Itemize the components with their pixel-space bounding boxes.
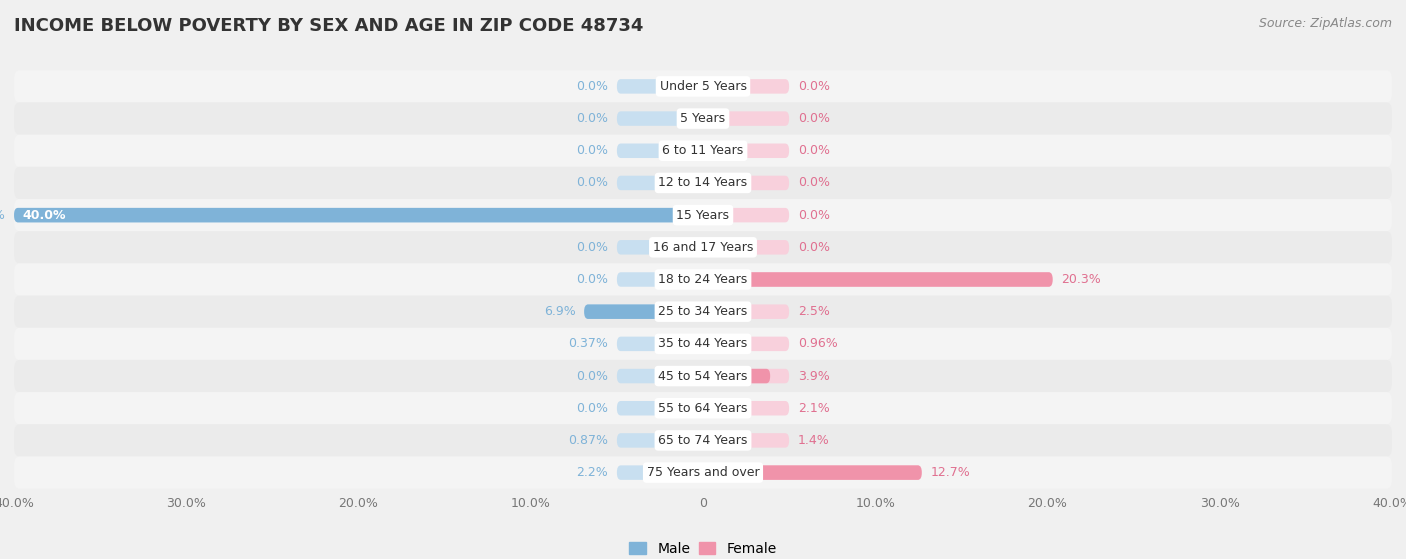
Text: 0.37%: 0.37% — [568, 338, 609, 350]
FancyBboxPatch shape — [14, 263, 1392, 296]
Text: 2.2%: 2.2% — [576, 466, 609, 479]
Text: 6 to 11 Years: 6 to 11 Years — [662, 144, 744, 157]
Text: 0.0%: 0.0% — [797, 112, 830, 125]
Text: 0.87%: 0.87% — [568, 434, 609, 447]
Text: 0.0%: 0.0% — [576, 112, 609, 125]
FancyBboxPatch shape — [14, 208, 703, 222]
FancyBboxPatch shape — [617, 272, 703, 287]
Text: 0.0%: 0.0% — [576, 80, 609, 93]
Text: 18 to 24 Years: 18 to 24 Years — [658, 273, 748, 286]
FancyBboxPatch shape — [617, 144, 703, 158]
FancyBboxPatch shape — [703, 433, 789, 448]
FancyBboxPatch shape — [703, 305, 789, 319]
Text: 15 Years: 15 Years — [676, 209, 730, 221]
Text: 2.5%: 2.5% — [797, 305, 830, 318]
Text: 40.0%: 40.0% — [22, 209, 66, 221]
Text: 0.0%: 0.0% — [576, 144, 609, 157]
FancyBboxPatch shape — [617, 465, 703, 480]
FancyBboxPatch shape — [14, 208, 703, 222]
FancyBboxPatch shape — [14, 70, 1392, 102]
Text: 0.0%: 0.0% — [576, 402, 609, 415]
FancyBboxPatch shape — [583, 305, 703, 319]
Text: 0.0%: 0.0% — [576, 241, 609, 254]
Text: 0.0%: 0.0% — [797, 209, 830, 221]
Text: 75 Years and over: 75 Years and over — [647, 466, 759, 479]
FancyBboxPatch shape — [703, 433, 727, 448]
FancyBboxPatch shape — [703, 401, 740, 415]
FancyBboxPatch shape — [703, 272, 1053, 287]
FancyBboxPatch shape — [703, 144, 789, 158]
FancyBboxPatch shape — [14, 135, 1392, 167]
FancyBboxPatch shape — [14, 457, 1392, 489]
Text: 40.0%: 40.0% — [0, 209, 6, 221]
FancyBboxPatch shape — [14, 199, 1392, 231]
FancyBboxPatch shape — [14, 102, 1392, 135]
FancyBboxPatch shape — [665, 465, 703, 480]
Text: 0.96%: 0.96% — [797, 338, 838, 350]
FancyBboxPatch shape — [703, 369, 789, 383]
FancyBboxPatch shape — [703, 208, 789, 222]
Text: Under 5 Years: Under 5 Years — [659, 80, 747, 93]
Text: 55 to 64 Years: 55 to 64 Years — [658, 402, 748, 415]
FancyBboxPatch shape — [14, 296, 1392, 328]
FancyBboxPatch shape — [703, 176, 789, 190]
Text: 12 to 14 Years: 12 to 14 Years — [658, 177, 748, 190]
FancyBboxPatch shape — [703, 272, 1053, 287]
Text: 0.0%: 0.0% — [576, 177, 609, 190]
Text: 2.1%: 2.1% — [797, 402, 830, 415]
Text: Source: ZipAtlas.com: Source: ZipAtlas.com — [1258, 17, 1392, 30]
FancyBboxPatch shape — [703, 337, 789, 351]
Text: 45 to 54 Years: 45 to 54 Years — [658, 369, 748, 382]
FancyBboxPatch shape — [14, 167, 1392, 199]
FancyBboxPatch shape — [617, 79, 703, 93]
FancyBboxPatch shape — [703, 401, 789, 415]
Text: 65 to 74 Years: 65 to 74 Years — [658, 434, 748, 447]
Text: 6.9%: 6.9% — [544, 305, 575, 318]
FancyBboxPatch shape — [14, 424, 1392, 457]
FancyBboxPatch shape — [688, 433, 703, 448]
FancyBboxPatch shape — [617, 111, 703, 126]
FancyBboxPatch shape — [617, 401, 703, 415]
Text: 0.0%: 0.0% — [797, 241, 830, 254]
Text: 1.4%: 1.4% — [797, 434, 830, 447]
FancyBboxPatch shape — [617, 176, 703, 190]
FancyBboxPatch shape — [617, 433, 703, 448]
Text: 0.0%: 0.0% — [576, 369, 609, 382]
FancyBboxPatch shape — [696, 337, 703, 351]
FancyBboxPatch shape — [703, 240, 789, 254]
FancyBboxPatch shape — [14, 392, 1392, 424]
Text: 5 Years: 5 Years — [681, 112, 725, 125]
Text: 3.9%: 3.9% — [797, 369, 830, 382]
Text: 0.0%: 0.0% — [576, 273, 609, 286]
FancyBboxPatch shape — [703, 305, 747, 319]
FancyBboxPatch shape — [703, 369, 770, 383]
Text: 12.7%: 12.7% — [931, 466, 970, 479]
Legend: Male, Female: Male, Female — [624, 536, 782, 559]
Text: 0.0%: 0.0% — [797, 177, 830, 190]
Text: 25 to 34 Years: 25 to 34 Years — [658, 305, 748, 318]
Text: INCOME BELOW POVERTY BY SEX AND AGE IN ZIP CODE 48734: INCOME BELOW POVERTY BY SEX AND AGE IN Z… — [14, 17, 644, 35]
FancyBboxPatch shape — [583, 305, 703, 319]
FancyBboxPatch shape — [703, 337, 720, 351]
FancyBboxPatch shape — [703, 465, 922, 480]
FancyBboxPatch shape — [617, 240, 703, 254]
FancyBboxPatch shape — [617, 369, 703, 383]
FancyBboxPatch shape — [703, 111, 789, 126]
Text: 20.3%: 20.3% — [1062, 273, 1101, 286]
FancyBboxPatch shape — [14, 231, 1392, 263]
Text: 0.0%: 0.0% — [797, 80, 830, 93]
Text: 16 and 17 Years: 16 and 17 Years — [652, 241, 754, 254]
FancyBboxPatch shape — [703, 79, 789, 93]
FancyBboxPatch shape — [703, 465, 922, 480]
FancyBboxPatch shape — [14, 328, 1392, 360]
Text: 0.0%: 0.0% — [797, 144, 830, 157]
FancyBboxPatch shape — [617, 337, 703, 351]
FancyBboxPatch shape — [14, 360, 1392, 392]
Text: 35 to 44 Years: 35 to 44 Years — [658, 338, 748, 350]
